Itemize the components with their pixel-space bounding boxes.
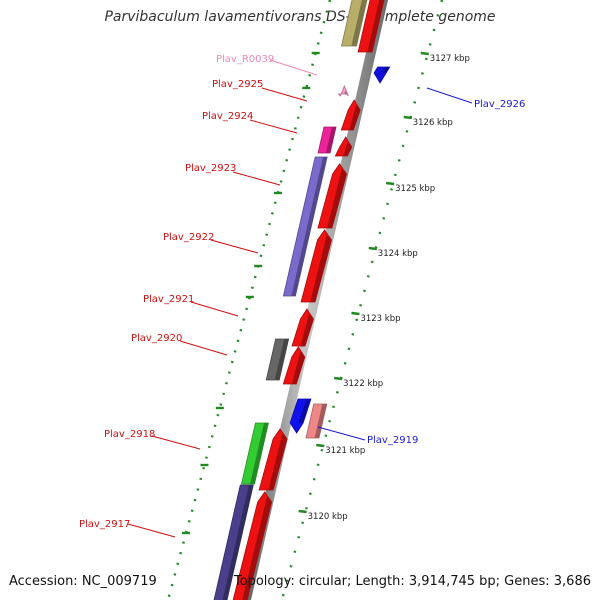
gene-label-plav_2920[interactable]: Plav_2920 <box>131 333 182 344</box>
gene-label-plav_2919[interactable]: Plav_2919 <box>367 435 418 446</box>
leader-line-plav_2917 <box>127 523 176 538</box>
gene-gray-2920[interactable] <box>265 338 290 381</box>
leader-line-plav_2922 <box>210 239 259 254</box>
leader-line-plav_2925 <box>261 87 308 102</box>
gene-plav-2920[interactable] <box>282 346 306 385</box>
leader-line-plav_2926 <box>426 87 473 104</box>
scale-tick-label: 3123 kbp <box>360 314 400 324</box>
gene-label-plav_r0039[interactable]: Plav_R0039 <box>216 54 274 65</box>
gene-pink-2924[interactable] <box>317 126 337 154</box>
scale-tick-label: 3125 kbp <box>395 184 435 194</box>
scale-tick-label: 3120 kbp <box>308 512 348 522</box>
scale-tick-mark <box>420 51 429 56</box>
map-title: Parvibaculum lavamentivorans DS-1, compl… <box>104 9 496 25</box>
accession-text: Accession: NC_009719 <box>9 574 157 589</box>
gene-label-plav_2918[interactable]: Plav_2918 <box>104 429 155 440</box>
gene-plav-2924[interactable] <box>334 136 353 157</box>
leader-line-plav_2919 <box>317 426 366 441</box>
scale-tick-label: 3127 kbp <box>430 54 470 64</box>
leader-line-plav_2918 <box>151 435 201 450</box>
scale-tick-mark <box>385 181 395 186</box>
gene-label-plav_2926[interactable]: Plav_2926 <box>474 99 525 110</box>
gene-label-plav_2922[interactable]: Plav_2922 <box>163 232 214 243</box>
gene-top-olive[interactable] <box>340 0 368 47</box>
scale-tick-mark <box>333 376 343 381</box>
gene-plav-2922[interactable] <box>300 229 332 303</box>
leader-line-plav_2921 <box>190 301 239 317</box>
gene-label-plav_2925[interactable]: Plav_2925 <box>212 79 263 90</box>
gene-plav-2921[interactable] <box>291 308 314 347</box>
scale-tick-label: 3121 kbp <box>325 446 365 456</box>
gene-plav-2917[interactable] <box>232 491 273 600</box>
scale-tick-label: 3126 kbp <box>413 118 453 128</box>
gene-label-plav_2917[interactable]: Plav_2917 <box>79 519 130 530</box>
scale-tick-label: 3122 kbp <box>343 379 383 389</box>
gene-label-plav_2921[interactable]: Plav_2921 <box>143 294 194 305</box>
gene-purple-2923[interactable] <box>282 156 328 297</box>
scale-tick-mark <box>298 509 307 514</box>
gc-track-dots-left <box>166 0 332 600</box>
gene-plav-2919-salmon[interactable] <box>305 403 328 439</box>
gene-green-2918[interactable] <box>241 422 269 485</box>
scale-tick-mark <box>316 443 325 448</box>
scale-tick-label: 3124 kbp <box>378 249 418 259</box>
gene-top-red[interactable] <box>357 0 385 53</box>
leader-line-plav_r0039 <box>269 59 318 76</box>
gene-label-plav_2924[interactable]: Plav_2924 <box>202 111 253 122</box>
scale-tick-mark <box>368 246 377 251</box>
gene-plav-2926[interactable] <box>373 66 391 84</box>
genome-summary-text: Topology: circular; Length: 3,914,745 bp… <box>233 574 591 589</box>
scale-tick-mark <box>403 115 412 120</box>
gene-plav-2923[interactable] <box>317 163 347 229</box>
gene-rna-r0039[interactable] <box>337 84 349 97</box>
gene-plav-2919-blue[interactable] <box>289 398 312 434</box>
gene-plav-2918[interactable] <box>258 428 288 491</box>
scale-tick-mark <box>351 311 360 316</box>
leader-line-plav_2920 <box>179 340 228 356</box>
gene-label-plav_2923[interactable]: Plav_2923 <box>185 163 236 174</box>
leader-line-plav_2924 <box>249 119 298 134</box>
leader-line-plav_2923 <box>232 171 281 186</box>
gene-plav-2925[interactable] <box>340 99 361 131</box>
gene-navy-2917[interactable] <box>213 484 254 600</box>
